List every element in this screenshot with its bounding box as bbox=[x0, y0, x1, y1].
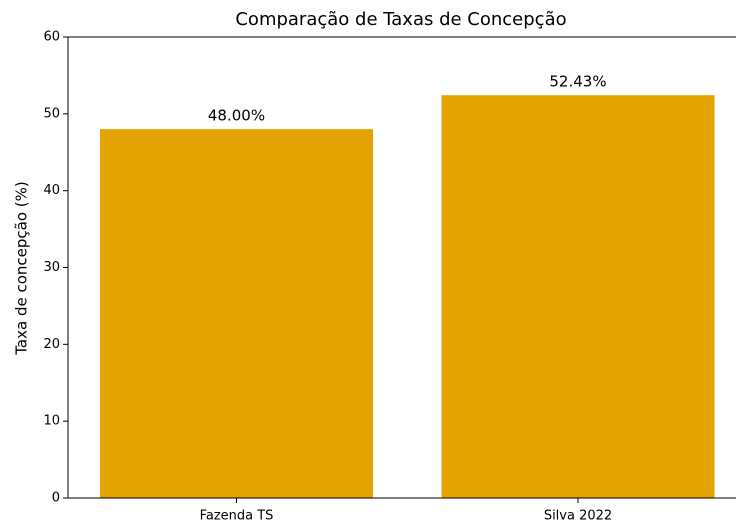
y-tick-label: 10 bbox=[43, 414, 60, 429]
y-tick-label: 50 bbox=[43, 106, 60, 121]
value-label: 52.43% bbox=[549, 73, 606, 91]
x-tick-label: Fazenda TS bbox=[200, 509, 274, 524]
value-label: 48.00% bbox=[208, 107, 265, 125]
y-tick-label: 30 bbox=[43, 260, 60, 275]
y-tick-label: 20 bbox=[43, 337, 60, 352]
bar bbox=[441, 95, 715, 498]
y-axis-label: Taxa de concepção (%) bbox=[13, 181, 31, 356]
y-tick-label: 0 bbox=[52, 491, 60, 506]
bar bbox=[100, 129, 373, 498]
y-tick-label: 40 bbox=[43, 183, 60, 198]
chart-title: Comparação de Taxas de Concepção bbox=[235, 9, 566, 30]
y-tick-label: 60 bbox=[43, 30, 60, 45]
x-tick-label: Silva 2022 bbox=[544, 509, 612, 524]
